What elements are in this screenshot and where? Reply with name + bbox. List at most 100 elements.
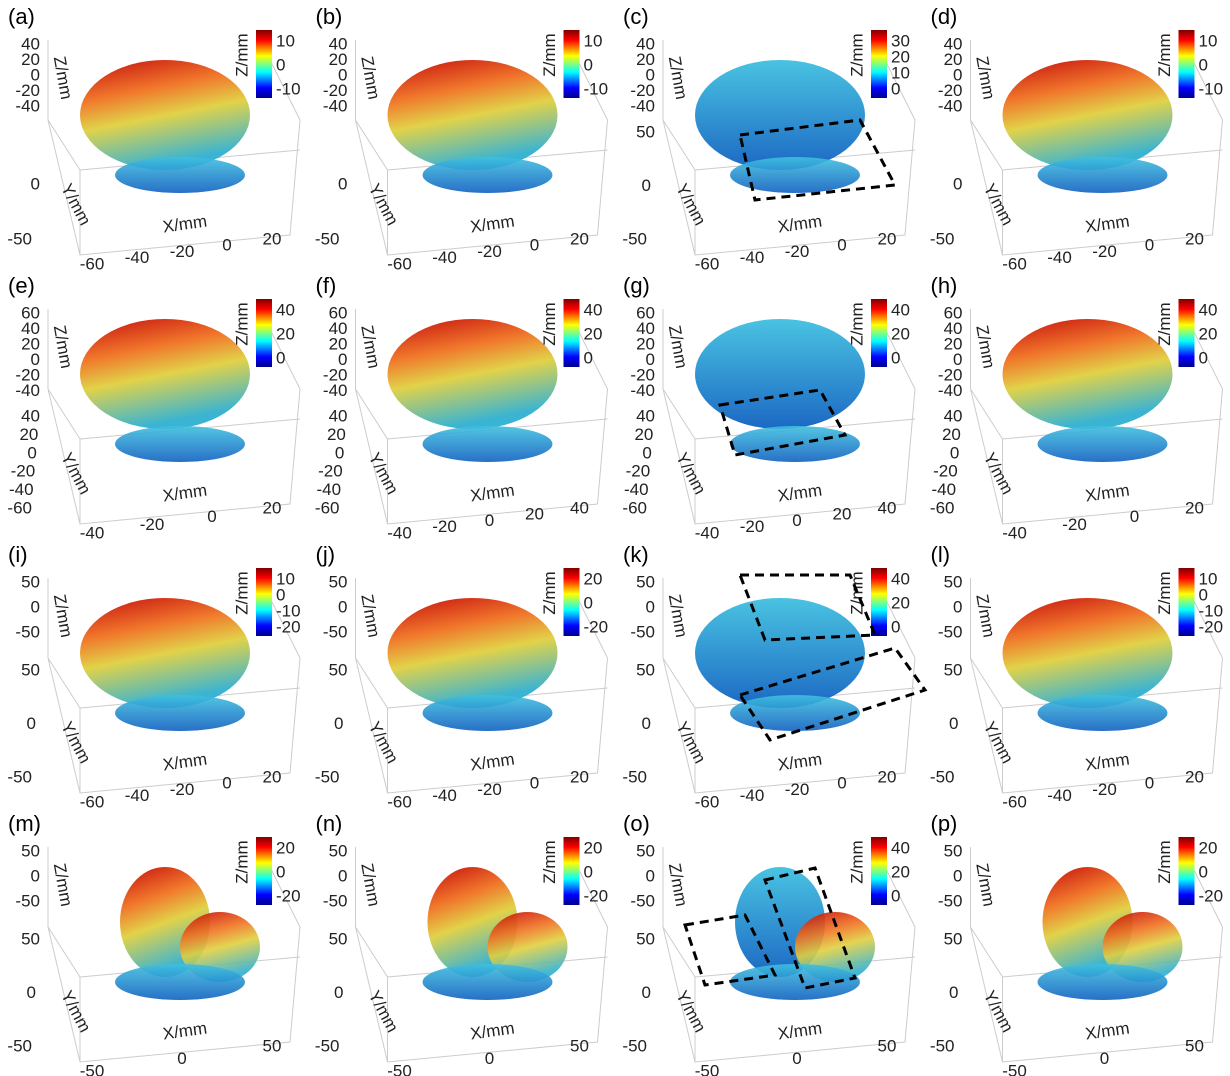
y-tick-label: 0 bbox=[27, 443, 36, 462]
x-tick-label: -20 bbox=[1092, 242, 1117, 261]
x-axis-label: X/mm bbox=[162, 749, 209, 774]
x-tick-label: -40 bbox=[125, 786, 150, 805]
z-tick-label: -40 bbox=[630, 96, 655, 115]
z-tick-label: -50 bbox=[630, 622, 655, 641]
x-tick-label: 0 bbox=[792, 511, 801, 530]
y-tick-label: 0 bbox=[949, 983, 958, 1002]
colorbar bbox=[871, 299, 887, 367]
surface bbox=[388, 319, 558, 429]
colorbar bbox=[564, 299, 580, 367]
z-tick-label: 50 bbox=[329, 841, 348, 860]
surface bbox=[423, 157, 553, 193]
y-tick-label: 40 bbox=[636, 406, 655, 425]
z-tick-label: 50 bbox=[21, 841, 40, 860]
y-tick-label: -60 bbox=[315, 498, 340, 517]
y-tick-label: 40 bbox=[329, 406, 348, 425]
x-tick-label: -40 bbox=[432, 248, 457, 267]
panel: (e)6040200-20-40Z/mm40200-20-40-60Y/mm-4… bbox=[7, 273, 300, 543]
colorbar-label: Z/mm bbox=[1155, 302, 1174, 345]
x-axis-label: X/mm bbox=[469, 749, 516, 774]
y-tick-label: 40 bbox=[21, 406, 40, 425]
panel: (o)500-50Z/mm500-50Y/mm-50050X/mmZ/mm402… bbox=[622, 811, 915, 1076]
colorbar-tick-label: -20 bbox=[1199, 886, 1224, 905]
z-tick-label: 0 bbox=[31, 866, 40, 885]
surface bbox=[695, 319, 865, 429]
x-tick-label: -20 bbox=[477, 242, 502, 261]
z-tick-label: 0 bbox=[31, 597, 40, 616]
x-tick-label: 0 bbox=[222, 774, 231, 793]
colorbar-label: Z/mm bbox=[540, 840, 559, 883]
colorbar bbox=[256, 30, 272, 98]
panel: (g)6040200-20-40Z/mm40200-20-40-60Y/mm-4… bbox=[622, 273, 915, 543]
y-tick-label: -50 bbox=[930, 767, 955, 786]
colorbar-tick-label: 0 bbox=[1199, 55, 1208, 74]
panel-label: (k) bbox=[623, 542, 649, 567]
colorbar-tick-label: 0 bbox=[276, 55, 285, 74]
y-tick-label: 0 bbox=[953, 174, 962, 193]
y-tick-label: 0 bbox=[949, 714, 958, 733]
z-axis-label: Z/mm bbox=[972, 862, 998, 908]
x-tick-label: 20 bbox=[878, 767, 897, 786]
colorbar-tick-label: 0 bbox=[584, 862, 593, 881]
x-axis-label: X/mm bbox=[777, 1018, 824, 1043]
panel: (f)6040200-20-40Z/mm40200-20-40-60Y/mm-4… bbox=[315, 273, 608, 543]
z-tick-label: -40 bbox=[15, 381, 40, 400]
panel: (h)6040200-20-40Z/mm40200-20-40-60Y/mm-4… bbox=[930, 273, 1223, 543]
colorbar-tick-label: 0 bbox=[891, 79, 900, 98]
z-axis-label: Z/mm bbox=[665, 593, 691, 639]
y-tick-label: -40 bbox=[624, 480, 649, 499]
z-axis-label: Z/mm bbox=[972, 593, 998, 639]
x-axis-label: X/mm bbox=[469, 480, 516, 505]
colorbar-tick-label: 20 bbox=[1199, 324, 1218, 343]
surface bbox=[80, 319, 250, 429]
z-tick-label: -50 bbox=[938, 891, 963, 910]
surface bbox=[388, 598, 558, 708]
x-axis-label: X/mm bbox=[1084, 749, 1131, 774]
x-tick-label: -20 bbox=[170, 242, 195, 261]
colorbar-tick-label: -20 bbox=[584, 617, 609, 636]
y-axis-label: Y/mm bbox=[365, 987, 403, 1035]
panel-label: (a) bbox=[8, 4, 35, 29]
surface bbox=[80, 598, 250, 708]
z-tick-label: -50 bbox=[323, 891, 348, 910]
x-tick-label: 20 bbox=[263, 229, 282, 248]
y-tick-label: -50 bbox=[622, 767, 647, 786]
colorbar-tick-label: -20 bbox=[584, 886, 609, 905]
colorbar-tick-label: 10 bbox=[1199, 31, 1218, 50]
panel: (a)40200-20-40Z/mm0-50Y/mm-60-40-20020X/… bbox=[7, 4, 300, 274]
x-tick-label: -60 bbox=[80, 254, 105, 273]
y-tick-label: 20 bbox=[327, 425, 346, 444]
colorbar-tick-label: -10 bbox=[1199, 79, 1224, 98]
y-tick-label: -20 bbox=[11, 462, 36, 481]
colorbar bbox=[256, 299, 272, 367]
x-axis-label: X/mm bbox=[469, 1018, 516, 1043]
z-tick-label: -40 bbox=[630, 381, 655, 400]
y-axis-label: Y/mm bbox=[980, 180, 1018, 228]
z-tick-label: -50 bbox=[15, 622, 40, 641]
colorbar bbox=[1179, 299, 1195, 367]
z-axis-label: Z/mm bbox=[357, 593, 383, 639]
x-tick-label: 0 bbox=[485, 1049, 494, 1068]
z-axis-label: Z/mm bbox=[972, 55, 998, 101]
surface bbox=[115, 695, 245, 731]
colorbar-label: Z/mm bbox=[540, 302, 559, 345]
y-tick-label: 0 bbox=[642, 714, 651, 733]
x-tick-label: -40 bbox=[432, 786, 457, 805]
x-tick-label: 50 bbox=[1185, 1036, 1204, 1055]
surface bbox=[1038, 157, 1168, 193]
panel-label: (i) bbox=[8, 542, 28, 567]
surface bbox=[1038, 426, 1168, 462]
y-tick-label: 50 bbox=[21, 929, 40, 948]
y-tick-label: 50 bbox=[21, 660, 40, 679]
x-tick-label: 0 bbox=[837, 774, 846, 793]
x-tick-label: 20 bbox=[833, 505, 852, 524]
y-tick-label: -20 bbox=[318, 462, 343, 481]
x-tick-label: -40 bbox=[387, 523, 412, 542]
y-tick-label: -50 bbox=[315, 1036, 340, 1055]
colorbar-tick-label: 20 bbox=[276, 838, 295, 857]
y-tick-label: 20 bbox=[942, 425, 961, 444]
colorbar-tick-label: 20 bbox=[584, 569, 603, 588]
y-tick-label: -60 bbox=[622, 498, 647, 517]
z-tick-label: 0 bbox=[338, 597, 347, 616]
